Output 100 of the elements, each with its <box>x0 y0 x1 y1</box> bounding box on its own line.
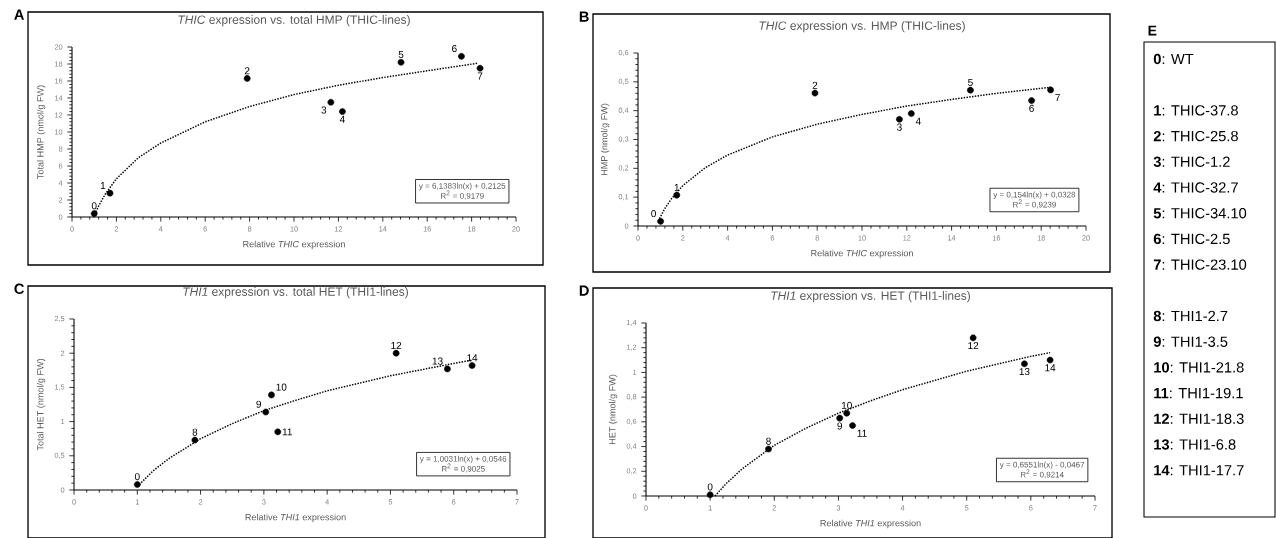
point <box>133 481 141 488</box>
annotation: y = 0,6551ln(x) - 0,0467 <box>999 461 1085 470</box>
text: 5: THIC-34.10 <box>1153 208 1247 219</box>
text: 14: THI1-17.7 <box>1154 465 1244 476</box>
annotation: 7 <box>1055 94 1060 102</box>
annotation: 13 <box>432 357 443 365</box>
point <box>969 334 977 342</box>
annotation: 7 <box>477 72 483 80</box>
point <box>1021 360 1028 368</box>
text: E <box>1148 25 1157 36</box>
annotation: 3 <box>321 106 327 114</box>
point <box>836 414 844 422</box>
annotation: 8 <box>766 437 771 445</box>
annotation: y = 0,154ln(x) + 0,0328 <box>993 191 1076 200</box>
text: D <box>579 285 589 296</box>
annotation: 2 <box>244 67 250 75</box>
text: 11: THI1-19.1 <box>1154 387 1243 399</box>
point <box>673 191 681 199</box>
y-axis-title: Total HMP (nmol/g FW) <box>36 85 46 179</box>
annotation: 8 <box>192 428 198 436</box>
text: 10: THI1-21.8 <box>1154 362 1244 373</box>
text: A <box>14 9 25 20</box>
point <box>843 409 851 417</box>
point <box>106 189 114 197</box>
annotation: 0 <box>134 473 140 481</box>
annotation: 11 <box>857 429 867 437</box>
point <box>967 86 974 94</box>
annotation: 2 <box>812 81 818 89</box>
point <box>1047 86 1054 94</box>
point <box>262 408 270 416</box>
text: 0: WT <box>1153 53 1194 65</box>
annotation: 10 <box>276 383 287 391</box>
text: 6: THIC-2.5 <box>1153 233 1230 245</box>
x-axis-title: Relative THI1 expression <box>820 519 921 529</box>
annotation: 4 <box>339 115 345 123</box>
annotation: 10 <box>841 401 852 409</box>
point <box>896 115 903 123</box>
annotation: 3 <box>897 123 902 131</box>
chart-title: THI1 expression vs. total HET (THI1-lines) <box>183 287 408 299</box>
point <box>274 428 282 436</box>
x-axis-title: Relative THIC expression <box>243 240 345 250</box>
point <box>458 53 465 60</box>
point <box>191 436 199 444</box>
y-axis-title: HET (nmol/g FW) <box>608 374 618 444</box>
annotation: 12 <box>391 341 402 349</box>
point <box>849 422 856 429</box>
annotation: y = 6,1383ln(x) + 0,2125 <box>418 182 506 191</box>
annotation: 1 <box>100 182 106 189</box>
annotation: 9 <box>837 422 843 430</box>
point <box>907 110 915 117</box>
point <box>392 349 400 357</box>
chart-title: THIC expression vs. total HMP (THIC-lines) <box>178 15 410 27</box>
y-axis-title: Total HET (nmol/g FW) <box>36 358 46 451</box>
annotation: R$^{2}$ = 0,9214 <box>1020 469 1064 479</box>
chart-title: THIC expression vs. HMP (THIC-lines) <box>759 21 965 33</box>
annotation: R$^{2}$ = 0,9179 <box>441 190 484 200</box>
annotation: 13 <box>1019 368 1030 376</box>
annotation: y = 1,0031ln(x) + 0,0546 <box>419 455 507 464</box>
annotation: 6 <box>452 44 457 53</box>
annotation: 4 <box>915 117 921 125</box>
annotation: 6 <box>1029 104 1034 112</box>
point <box>327 98 335 106</box>
text: 7: THIC-23.10 <box>1153 259 1247 270</box>
annotation: 14 <box>1045 364 1056 372</box>
annotation: 5 <box>968 78 973 86</box>
annotation: 0 <box>707 483 713 491</box>
point <box>1046 356 1054 364</box>
x-axis-title: Relative THIC expression <box>811 249 913 259</box>
text: C <box>14 283 25 294</box>
point <box>657 218 664 225</box>
point <box>444 365 451 373</box>
annotation: R$^{2}$ = 0,9239 <box>1013 199 1056 209</box>
text: 8: THI1-2.7 <box>1153 310 1228 322</box>
text: 13: THI1-6.8 <box>1154 439 1236 450</box>
point <box>765 445 772 453</box>
annotation: 0 <box>651 210 656 218</box>
point <box>476 64 484 72</box>
text: 2: THIC-25.8 <box>1153 130 1238 142</box>
annotation: 11 <box>282 428 292 436</box>
point <box>268 391 275 399</box>
point <box>339 108 346 115</box>
annotation: 12 <box>968 342 979 350</box>
text: B <box>579 11 589 22</box>
text: 1: THIC-37.8 <box>1154 105 1238 116</box>
point <box>397 58 405 66</box>
annotation: R$^{2}$ = 0,9025 <box>442 463 485 473</box>
annotation: 0 <box>91 202 97 210</box>
annotation: 5 <box>398 51 404 59</box>
y-axis-title: HMP (nmol/g FW) <box>600 103 610 175</box>
text: 4: THIC-32.7 <box>1153 182 1238 193</box>
annotation: 9 <box>256 400 262 408</box>
chart-title: THI1 expression vs. HET (THI1-lines) <box>771 291 970 303</box>
point <box>706 491 714 499</box>
point <box>1028 97 1035 104</box>
x-axis-title: Relative THI1 expression <box>245 513 346 523</box>
text: 3: THIC-1.2 <box>1153 156 1230 167</box>
point <box>90 210 98 217</box>
text: 12: THI1-18.3 <box>1154 413 1244 424</box>
point <box>243 75 251 82</box>
point <box>468 362 476 369</box>
